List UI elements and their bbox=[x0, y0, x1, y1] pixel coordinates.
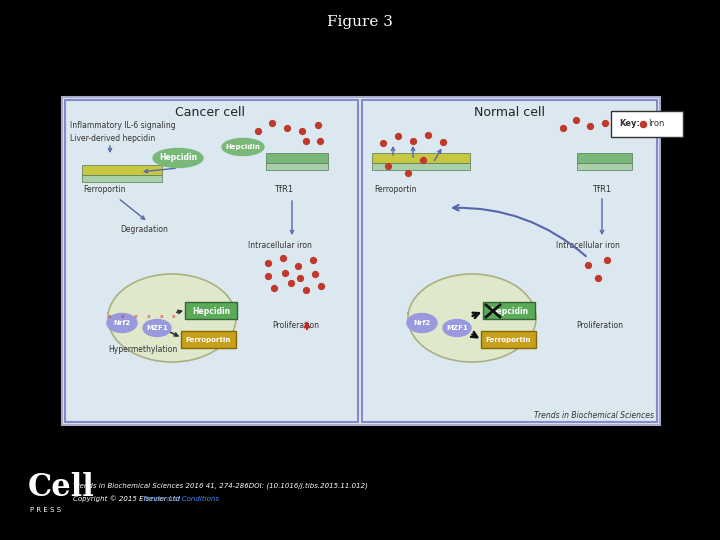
FancyBboxPatch shape bbox=[611, 111, 683, 137]
Point bbox=[312, 120, 324, 129]
Point bbox=[601, 255, 613, 264]
Point bbox=[310, 269, 321, 278]
Text: Hepcidin: Hepcidin bbox=[490, 307, 528, 315]
FancyBboxPatch shape bbox=[62, 97, 660, 425]
Text: Copyright © 2015 Elsevier Ltd: Copyright © 2015 Elsevier Ltd bbox=[73, 496, 180, 502]
FancyBboxPatch shape bbox=[372, 153, 470, 163]
Text: MZF1: MZF1 bbox=[146, 325, 168, 331]
Point bbox=[277, 254, 289, 262]
Text: Degradation: Degradation bbox=[120, 225, 168, 234]
Point bbox=[570, 116, 582, 124]
Point bbox=[314, 137, 325, 145]
Text: MZF1: MZF1 bbox=[446, 325, 468, 331]
Text: Hepcidin: Hepcidin bbox=[192, 307, 230, 315]
Ellipse shape bbox=[108, 274, 236, 362]
Ellipse shape bbox=[153, 148, 203, 167]
Point bbox=[294, 274, 306, 282]
Text: Nrf2: Nrf2 bbox=[113, 320, 130, 326]
Text: Ferroportin: Ferroportin bbox=[83, 185, 125, 194]
Point bbox=[266, 119, 278, 127]
Point bbox=[422, 131, 433, 139]
Text: Iron: Iron bbox=[648, 119, 665, 129]
Text: Cancer cell: Cancer cell bbox=[175, 106, 245, 119]
Text: x: x bbox=[172, 314, 176, 319]
Text: Intracellular iron: Intracellular iron bbox=[248, 241, 312, 250]
FancyBboxPatch shape bbox=[181, 331, 236, 348]
FancyBboxPatch shape bbox=[185, 302, 237, 319]
FancyBboxPatch shape bbox=[82, 175, 162, 182]
Point bbox=[418, 156, 429, 164]
Text: TfR1: TfR1 bbox=[593, 185, 611, 194]
FancyBboxPatch shape bbox=[372, 163, 470, 170]
Point bbox=[262, 272, 274, 280]
Text: Ferroportin: Ferroportin bbox=[185, 337, 230, 343]
Text: Terms and Conditions: Terms and Conditions bbox=[143, 496, 219, 502]
Point bbox=[315, 282, 327, 291]
Point bbox=[262, 259, 274, 267]
Point bbox=[408, 137, 419, 145]
Point bbox=[279, 269, 291, 278]
Point bbox=[292, 262, 304, 271]
Ellipse shape bbox=[408, 274, 536, 362]
FancyBboxPatch shape bbox=[577, 163, 632, 170]
Point bbox=[282, 124, 293, 132]
Text: P R E S S: P R E S S bbox=[30, 507, 61, 513]
Ellipse shape bbox=[143, 320, 171, 336]
Text: Nrf2: Nrf2 bbox=[413, 320, 431, 326]
Text: Intracellular iron: Intracellular iron bbox=[556, 241, 620, 250]
Text: Proliferation: Proliferation bbox=[576, 321, 623, 330]
Point bbox=[584, 122, 595, 130]
Point bbox=[377, 139, 389, 147]
Text: Ferroportin: Ferroportin bbox=[485, 337, 531, 343]
Text: Ferroportin: Ferroportin bbox=[374, 185, 416, 194]
Text: Cell: Cell bbox=[28, 472, 95, 503]
Point bbox=[637, 120, 649, 129]
FancyBboxPatch shape bbox=[577, 153, 632, 163]
FancyBboxPatch shape bbox=[65, 100, 358, 422]
Text: Figure 3: Figure 3 bbox=[327, 15, 393, 29]
Text: x: x bbox=[108, 314, 112, 319]
FancyBboxPatch shape bbox=[266, 153, 328, 163]
Point bbox=[392, 132, 404, 140]
Text: Trends in Biochemical Sciences 2016 41, 274-286DOI: (10.1016/j.tibs.2015.11.012): Trends in Biochemical Sciences 2016 41, … bbox=[73, 483, 368, 489]
FancyBboxPatch shape bbox=[266, 163, 328, 170]
Text: Inflammatory IL-6 signaling: Inflammatory IL-6 signaling bbox=[70, 121, 176, 130]
Text: x: x bbox=[121, 314, 125, 319]
Point bbox=[300, 137, 312, 145]
FancyBboxPatch shape bbox=[481, 331, 536, 348]
Point bbox=[557, 124, 569, 132]
Text: Hepcidin: Hepcidin bbox=[225, 144, 261, 150]
Ellipse shape bbox=[107, 314, 137, 333]
Point bbox=[437, 138, 449, 146]
Text: Key:: Key: bbox=[619, 119, 640, 129]
Text: x: x bbox=[159, 314, 163, 319]
Text: Liver-derived hepcidin: Liver-derived hepcidin bbox=[70, 134, 156, 143]
Point bbox=[582, 261, 594, 269]
Text: Trends in Biochemical Sciences: Trends in Biochemical Sciences bbox=[534, 411, 654, 421]
Text: x: x bbox=[147, 314, 150, 319]
Point bbox=[307, 255, 319, 264]
Point bbox=[382, 161, 394, 170]
FancyBboxPatch shape bbox=[483, 302, 535, 319]
Point bbox=[296, 127, 307, 136]
FancyBboxPatch shape bbox=[362, 100, 657, 422]
Point bbox=[285, 279, 297, 287]
Ellipse shape bbox=[222, 138, 264, 156]
Point bbox=[252, 127, 264, 136]
Ellipse shape bbox=[407, 314, 437, 333]
Point bbox=[613, 126, 625, 134]
Text: Hepcidin: Hepcidin bbox=[159, 153, 197, 163]
Text: x: x bbox=[134, 314, 138, 319]
Point bbox=[599, 119, 611, 127]
FancyBboxPatch shape bbox=[82, 165, 162, 175]
Text: Proliferation: Proliferation bbox=[272, 321, 319, 330]
Text: Hypermethylation: Hypermethylation bbox=[108, 345, 177, 354]
Text: Normal cell: Normal cell bbox=[474, 106, 544, 119]
Ellipse shape bbox=[443, 320, 471, 336]
Point bbox=[402, 168, 414, 177]
Point bbox=[269, 284, 280, 292]
Point bbox=[593, 274, 604, 282]
Point bbox=[300, 286, 312, 294]
Text: TfR1: TfR1 bbox=[274, 185, 294, 194]
